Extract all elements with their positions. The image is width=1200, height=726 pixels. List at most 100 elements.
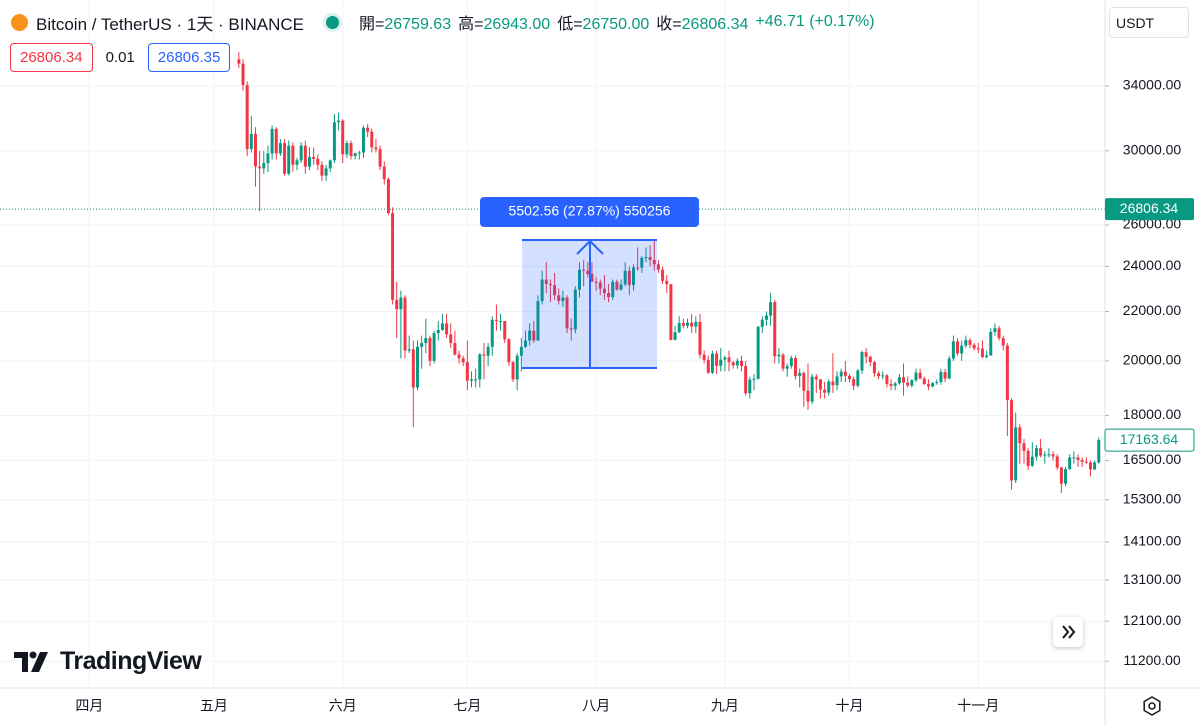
candle-body (1030, 456, 1034, 466)
x-tick-label: 九月 (711, 698, 739, 714)
candle-body (307, 156, 311, 167)
y-tick-label: 20000.00 (1123, 352, 1182, 368)
y-tick-label: 13100.00 (1123, 571, 1182, 587)
candle-body (856, 370, 860, 386)
buy-button[interactable]: 26806.35 (147, 43, 231, 72)
ohlc-label: 高= (458, 16, 484, 33)
candle-body (827, 381, 831, 393)
candle-body (976, 348, 980, 350)
candle-body (1088, 462, 1092, 470)
candle-body (548, 283, 552, 286)
candle-body (1010, 400, 1014, 481)
candle-body (1022, 443, 1026, 451)
candle-body (578, 269, 581, 290)
candle-body (690, 322, 694, 327)
candle-body (258, 166, 262, 169)
candle-body (1051, 454, 1055, 457)
candle-body (532, 330, 536, 341)
scroll-icon (1062, 625, 1076, 639)
candle-body (569, 328, 573, 330)
candle-body (702, 354, 706, 360)
measure-label-bg (480, 197, 699, 227)
candle-body (939, 372, 943, 383)
candle-body (366, 127, 370, 132)
candle-body (877, 373, 881, 377)
y-tick-label: 30000.00 (1123, 142, 1182, 158)
candle-body (656, 264, 660, 270)
y-tick-label: 12100.00 (1123, 612, 1182, 628)
candle-body (540, 279, 544, 302)
candles (0, 52, 1105, 493)
candle-body (482, 354, 486, 356)
candle-body (839, 371, 843, 377)
candle-body (818, 379, 822, 390)
current-price-tag (1105, 198, 1194, 221)
candle-body (802, 372, 806, 391)
candle-body (586, 270, 590, 275)
candle-body (947, 358, 951, 379)
candle-body (960, 345, 964, 354)
candle-body (445, 323, 449, 335)
candle-body (386, 179, 390, 214)
candle-body (781, 354, 785, 369)
candle-body (503, 321, 507, 340)
trade-panel: 26806.34 0.01 26806.35 (10, 43, 231, 72)
candle-body (719, 359, 723, 366)
candle-body (582, 269, 586, 271)
candle-body (428, 338, 432, 361)
ohlc-value: 26750.00 (582, 16, 650, 33)
candle-body (951, 341, 955, 359)
candle-body (573, 289, 577, 330)
x-tick-label: 十月 (836, 698, 864, 714)
candle-body (744, 366, 748, 394)
candle-body (324, 168, 328, 176)
market-status (326, 15, 339, 29)
candle-body (1084, 461, 1088, 463)
candle-body (956, 341, 960, 354)
candle-body (677, 322, 681, 333)
candle-body (652, 259, 656, 265)
candle-body (723, 357, 727, 360)
candle-body (810, 376, 814, 402)
sell-button[interactable]: 26806.34 (10, 43, 93, 72)
candle-body (627, 270, 631, 286)
candle-body (374, 147, 378, 150)
ohlc-label: 收= (656, 16, 682, 33)
symbol[interactable]: Bitcoin / TetherUS · 1天 · BINANCE (36, 14, 304, 34)
candle-body (332, 122, 336, 161)
candle-body (902, 377, 906, 383)
y-tick-label: 22000.00 (1123, 302, 1182, 318)
candle-body (1055, 456, 1059, 468)
candle-body (993, 328, 997, 332)
measure-tool[interactable]: 5502.56 (27.87%) 550256 (480, 197, 699, 369)
candle-body (557, 295, 561, 302)
candle-body (320, 164, 324, 176)
candle-body (918, 372, 922, 379)
candle-body (278, 143, 282, 154)
currency-select[interactable]: USDT (1109, 7, 1189, 38)
candle-body (1072, 457, 1076, 459)
scroll-right-button[interactable] (1053, 617, 1083, 647)
y-tick-label: 24000.00 (1123, 257, 1182, 273)
y-tick-label: 11200.00 (1123, 652, 1181, 668)
candle-body (823, 389, 827, 393)
candle-body (507, 339, 511, 363)
candle-body (1043, 454, 1047, 456)
candle-body (590, 274, 594, 282)
candle-body (262, 163, 266, 169)
candle-body (673, 332, 677, 340)
x-tick-label: 六月 (329, 698, 357, 714)
candle-body (461, 358, 465, 363)
measure-arrowhead (576, 239, 604, 255)
candle-body (735, 360, 739, 366)
ohlc-label: 開= (359, 16, 385, 33)
settings-icon (1143, 696, 1161, 716)
candle-body (594, 281, 598, 283)
candle-body (515, 355, 519, 380)
candle-body (544, 279, 548, 284)
candle-body (1080, 459, 1084, 462)
candle-body (607, 292, 611, 298)
ohlc-value: 26759.63 (384, 16, 452, 33)
settings-button[interactable] (1143, 696, 1161, 716)
candle-body (407, 349, 411, 351)
